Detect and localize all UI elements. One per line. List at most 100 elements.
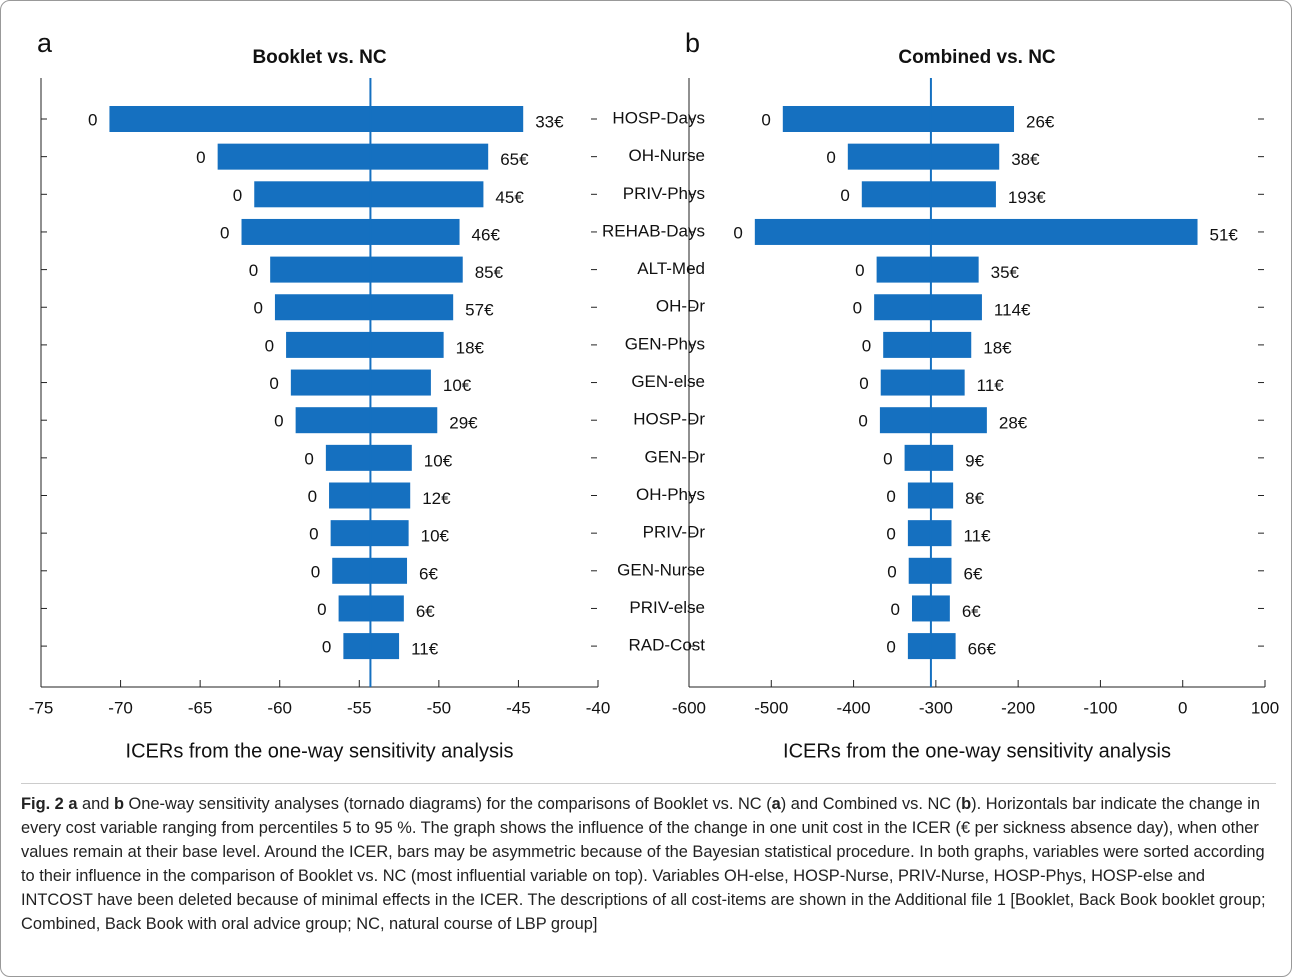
high-label: 46€ xyxy=(472,225,501,244)
low-label: 0 xyxy=(887,562,896,581)
low-label: 0 xyxy=(308,487,317,506)
x-tick-label: -40 xyxy=(586,698,611,717)
high-label: 28€ xyxy=(999,414,1028,433)
high-label: 65€ xyxy=(500,150,529,169)
low-label: 0 xyxy=(733,223,742,242)
y-tick-label: PRIV-else xyxy=(629,598,705,617)
x-tick-label: -400 xyxy=(837,698,871,717)
low-label: 0 xyxy=(265,336,274,355)
panel-letter: b xyxy=(685,28,700,58)
low-label: 0 xyxy=(269,374,278,393)
high-label: 9€ xyxy=(965,451,984,470)
high-label: 10€ xyxy=(424,451,453,470)
high-label: 51€ xyxy=(1210,225,1239,244)
low-label: 0 xyxy=(322,638,331,657)
high-label: 6€ xyxy=(963,564,982,583)
high-label: 11€ xyxy=(411,640,439,659)
low-label: 0 xyxy=(274,412,283,431)
bar xyxy=(286,331,444,358)
y-tick-label: GEN-Phys xyxy=(625,334,705,353)
low-label: 0 xyxy=(859,374,868,393)
x-tick-label: -65 xyxy=(188,698,213,717)
high-label: 193€ xyxy=(1008,188,1046,207)
high-label: 38€ xyxy=(1011,150,1040,169)
high-label: 11€ xyxy=(963,527,991,546)
bar xyxy=(295,407,438,434)
x-tick-label: 100 xyxy=(1251,698,1279,717)
high-label: 18€ xyxy=(456,338,485,357)
x-tick-label: -300 xyxy=(919,698,953,717)
bar xyxy=(254,181,484,208)
bar xyxy=(325,444,412,471)
low-label: 0 xyxy=(196,148,205,167)
bar xyxy=(907,520,952,547)
y-tick-label: RAD-Cost xyxy=(628,636,705,655)
y-tick-label: HOSP-Days xyxy=(612,108,705,127)
y-tick-label: OH-Phys xyxy=(636,485,705,504)
low-label: 0 xyxy=(317,600,326,619)
bar xyxy=(861,181,996,208)
low-label: 0 xyxy=(883,449,892,468)
caption-text: a xyxy=(771,795,781,813)
y-tick-label: OH-Nurse xyxy=(628,146,705,165)
y-tick-label: HOSP-Dr xyxy=(633,410,705,429)
x-tick-label: -200 xyxy=(1001,698,1035,717)
caption-text: One-way sensitivity analyses (tornado di… xyxy=(123,795,772,813)
low-label: 0 xyxy=(855,261,864,280)
high-label: 57€ xyxy=(465,301,494,320)
low-label: 0 xyxy=(304,449,313,468)
bar xyxy=(879,407,987,434)
high-label: 6€ xyxy=(416,602,435,621)
x-axis-label: ICERs from the one-way sensitivity analy… xyxy=(126,740,514,762)
high-label: 12€ xyxy=(422,489,451,508)
high-label: 26€ xyxy=(1026,112,1055,131)
high-label: 10€ xyxy=(421,527,450,546)
caption-text: b xyxy=(113,795,124,813)
high-label: 18€ xyxy=(983,338,1012,357)
low-label: 0 xyxy=(826,148,835,167)
high-label: 35€ xyxy=(991,263,1020,282)
x-tick-label: -45 xyxy=(506,698,531,717)
low-label: 0 xyxy=(862,336,871,355)
low-label: 0 xyxy=(233,186,242,205)
y-tick-label: ALT-Med xyxy=(637,259,705,278)
chart-title: Combined vs. NC xyxy=(898,47,1056,68)
high-label: 33€ xyxy=(535,112,564,131)
y-tick-label: GEN-else xyxy=(631,372,705,391)
high-label: 10€ xyxy=(443,376,472,395)
bar xyxy=(847,143,1000,170)
high-label: 29€ xyxy=(449,414,478,433)
bar xyxy=(270,256,463,283)
caption-text: Fig. 2 a xyxy=(21,795,78,813)
x-tick-label: -100 xyxy=(1083,698,1117,717)
high-label: 6€ xyxy=(419,564,438,583)
low-label: 0 xyxy=(249,261,258,280)
bar xyxy=(217,143,489,170)
bar xyxy=(883,331,972,358)
y-tick-label: REHAB-Days xyxy=(602,221,705,240)
y-tick-label: GEN-Dr xyxy=(645,447,706,466)
figure: a Booklet vs. NC -75 -70 -65 -60 -55 -50 -45 -40 I… xyxy=(29,28,1279,762)
x-tick-label: 0 xyxy=(1178,698,1187,717)
x-tick-label: -75 xyxy=(29,698,54,717)
low-label: 0 xyxy=(88,110,97,129)
low-label: 0 xyxy=(309,525,318,544)
x-tick-label: -60 xyxy=(267,698,292,717)
caption: Fig. 2 a and b One-way sensitivity analy… xyxy=(21,783,1276,936)
bar xyxy=(876,256,979,283)
caption-text: ). Horizontals bar indicate the change i… xyxy=(21,795,1266,933)
y-tick-label: PRIV-Phys xyxy=(623,184,705,203)
panel-letter: a xyxy=(37,28,53,58)
high-label: 66€ xyxy=(968,640,997,659)
caption-text: and xyxy=(77,795,114,813)
y-tick-label: PRIV-Dr xyxy=(643,523,706,542)
low-label: 0 xyxy=(220,223,229,242)
high-label: 45€ xyxy=(495,188,524,207)
high-label: 11€ xyxy=(977,376,1005,395)
x-tick-label: -600 xyxy=(672,698,706,717)
low-label: 0 xyxy=(253,299,262,318)
x-tick-label: -55 xyxy=(347,698,372,717)
x-axis-label: ICERs from the one-way sensitivity analy… xyxy=(783,740,1171,762)
bar xyxy=(874,294,982,321)
